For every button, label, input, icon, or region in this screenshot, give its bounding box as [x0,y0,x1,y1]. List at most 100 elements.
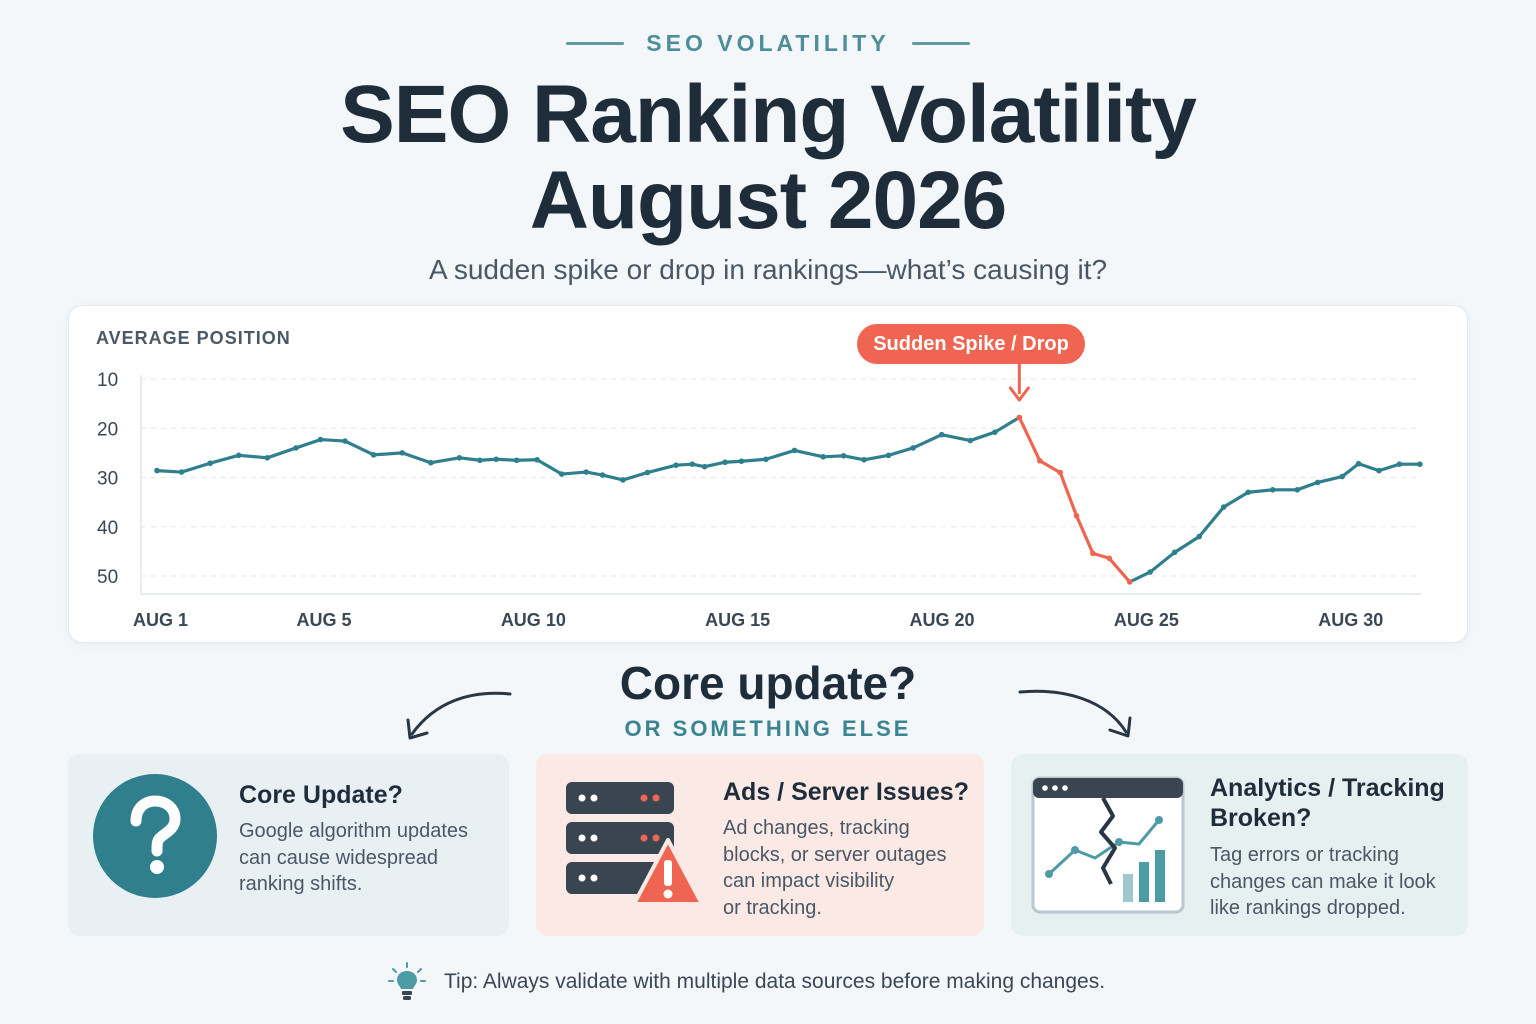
data-point [1090,550,1096,557]
line-segment [155,469,184,474]
spike-drop-annotation: Sudden Spike / Drop [857,324,1085,364]
data-point [620,477,626,483]
page-title: SEO Ranking Volatility August 2026 [0,72,1536,244]
line-segment [600,473,625,482]
data-point [399,450,406,456]
body-line: Ad changes, tracking [723,817,910,839]
card-core-update: Core Update? Google algorithm updates ca… [68,754,509,936]
data-point [938,431,945,438]
question-circle-icon [93,774,217,898]
data-point [235,452,242,459]
data-point [493,456,500,463]
data-point [910,445,916,451]
drop-segment [1074,514,1095,555]
line-segment [645,463,678,475]
tip-row: Tip: Always validate with multiple data … [388,962,1105,1002]
drop-segment [1017,415,1042,463]
data-point [456,455,463,461]
data-point [599,472,606,478]
tip-text: Tip: Always validate with multiple data … [444,970,1106,993]
data-point [1245,489,1252,496]
line-segment [294,437,323,450]
card-analytics-title: Analytics / Tracking Broken? [1210,773,1445,833]
data-point [1294,487,1301,493]
eyebrow-text: SEO VOLATILITY [646,30,890,56]
y-tick-label: 20 [97,419,118,440]
card-analytics-body: Tag errors or tracking changes can make … [1210,842,1436,922]
or-something-else: OR SOMETHING ELSE [624,716,912,741]
data-point [840,453,847,459]
data-point [342,438,348,444]
data-point [722,459,728,466]
data-point [1376,467,1382,474]
core-update-question: Core update? [619,657,917,709]
line-segment [179,461,212,474]
body-line: like rankings dropped. [1210,897,1406,919]
x-tick-label: AUG 10 [501,610,566,630]
x-tick-label: AUG 25 [1114,610,1179,630]
line-segment [535,458,564,476]
line-segment [1340,462,1361,479]
eyebrow: SEO VOLATILITY [0,30,1536,57]
data-point [428,459,434,466]
data-point [1417,461,1423,468]
y-tick-label: 50 [97,567,118,588]
card-ads-server-body: Ad changes, tracking blocks, or server o… [723,815,946,921]
title-line-1: SEO Ranking Volatility [340,69,1197,160]
line-segment [792,448,825,459]
body-line: or tracking. [723,896,822,919]
data-point [178,469,185,475]
line-segment [1197,505,1226,539]
data-point [1171,549,1178,556]
page-subtitle: A sudden spike or drop in rankings—what’… [428,254,1108,285]
data-point [1073,513,1080,519]
broken-chart-icon [1031,776,1185,914]
line-segment [886,446,915,457]
line-segment [821,454,846,459]
chart-y-axis-label: AVERAGE POSITION [96,328,291,348]
data-point [1057,469,1064,476]
drop-segment [1091,551,1111,560]
data-point [1269,487,1276,493]
eyebrow-rule-right [911,42,970,45]
x-tick-label: AUG 20 [910,610,975,630]
line-segment [560,470,588,476]
eyebrow-rule-left [566,42,625,45]
data-point [673,462,679,468]
line-segment [265,446,298,460]
data-point [1016,414,1023,421]
data-point [644,469,651,476]
x-tick-label: AUG 15 [705,610,770,630]
line-segment [1128,570,1152,584]
data-point [1147,569,1153,575]
line-segment [208,453,241,465]
data-point [293,445,299,451]
line-segment [703,460,727,469]
data-point [1355,460,1362,467]
data-point [558,471,565,477]
line-segment [993,415,1021,434]
x-tick-label: AUG 30 [1318,610,1383,630]
data-point [1196,533,1202,540]
data-point [477,457,483,464]
line-segment [400,451,433,465]
body-line: can cause widespread [239,846,439,869]
server-warning-icon [566,782,704,906]
data-point [1126,579,1133,585]
line-segment [429,456,462,465]
data-point [738,458,745,465]
line-segment [739,457,768,463]
body-line: Google algorithm updates [239,820,469,842]
drop-segment [1107,556,1132,584]
data-point [701,463,708,470]
data-point [885,452,892,459]
data-point [370,452,377,458]
ranking-line-chart: 10 20 30 40 50 AUG 1 AUG 5 AUG 10 AUG 15 AUG 20 AU… [97,364,1423,630]
data-point [1036,457,1043,464]
card-ads-server: Ads / Server Issues? Ad changes, trackin… [536,754,984,936]
title-line: Broken? [1210,804,1312,832]
data-point [689,461,696,468]
x-tick-label: AUG 1 [133,610,188,630]
data-point [1396,461,1403,468]
card-core-update-title: Core Update? [239,781,403,809]
